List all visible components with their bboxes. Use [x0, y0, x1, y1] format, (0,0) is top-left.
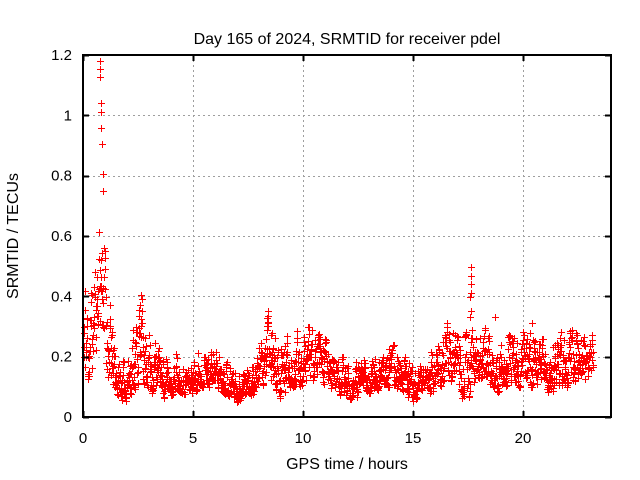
- y-tick-label: 0.4: [51, 288, 72, 305]
- x-tick-label: 5: [189, 430, 197, 447]
- x-tick-labels: 0 5 10 15 20: [79, 430, 532, 447]
- y-tick-labels: 0 0.2 0.4 0.6 0.8 1 1.2: [51, 47, 72, 426]
- y-tick-label: 1.2: [51, 47, 72, 64]
- y-tick-label: 0: [64, 409, 72, 426]
- x-tick-label: 10: [295, 430, 312, 447]
- data-points: [81, 58, 597, 406]
- x-tick-label: 20: [515, 430, 532, 447]
- scatter-points-plus-markers: [81, 58, 597, 406]
- y-tick-label: 0.2: [51, 349, 72, 366]
- x-tick-label: 15: [405, 430, 422, 447]
- y-axis-label: SRMTID / TECUs: [5, 173, 22, 299]
- axis-ticks: [82, 54, 611, 419]
- chart-title: Day 165 of 2024, SRMTID for receiver pde…: [194, 31, 501, 48]
- y-tick-label: 0.6: [51, 228, 72, 245]
- y-tick-label: 0.8: [51, 168, 72, 185]
- x-tick-label: 0: [79, 430, 87, 447]
- y-tick-label: 1: [64, 107, 72, 124]
- x-axis-label: GPS time / hours: [286, 456, 408, 473]
